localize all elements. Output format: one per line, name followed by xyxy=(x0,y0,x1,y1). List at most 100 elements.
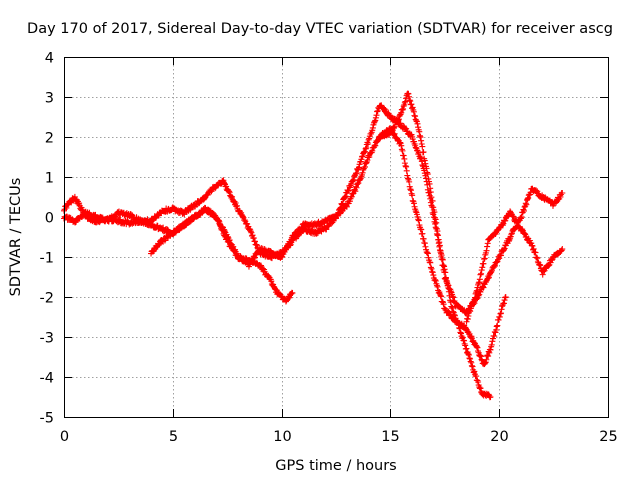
data-point xyxy=(467,355,474,362)
x-tick-label: 10 xyxy=(273,429,291,445)
data-point xyxy=(79,206,86,213)
data-point xyxy=(499,221,506,228)
data-point xyxy=(241,217,248,224)
data-point xyxy=(428,194,435,201)
data-point xyxy=(430,272,437,279)
data-point xyxy=(468,362,475,369)
data-point xyxy=(391,131,398,138)
data-point xyxy=(477,385,484,392)
data-point xyxy=(424,171,431,178)
data-point xyxy=(400,152,407,159)
data-point xyxy=(522,200,529,207)
x-axis-label: GPS time / hours xyxy=(275,458,396,474)
data-point xyxy=(420,149,427,156)
data-point xyxy=(467,358,474,365)
data-point xyxy=(323,226,330,233)
data-point xyxy=(343,203,350,210)
data-point xyxy=(466,355,473,362)
x-tick-labels: 0 5 10 15 20 25 xyxy=(60,429,618,445)
data-point xyxy=(359,153,366,160)
data-point xyxy=(486,349,493,356)
data-point xyxy=(459,334,466,341)
data-point xyxy=(434,228,441,235)
data-point xyxy=(232,199,239,206)
data-point xyxy=(476,279,483,286)
data-point xyxy=(286,294,293,301)
data-point xyxy=(441,263,448,270)
chart-title: Day 170 of 2017, Sidereal Day-to-day VTE… xyxy=(27,21,613,37)
data-point xyxy=(395,116,402,123)
y-tick-labels: -5 -4 -3 -2 -1 0 1 2 3 4 xyxy=(40,51,54,427)
data-point xyxy=(502,217,509,224)
data-point xyxy=(483,356,490,363)
data-point xyxy=(401,99,408,106)
data-point xyxy=(273,287,280,294)
data-point xyxy=(474,344,481,351)
data-point xyxy=(355,180,362,187)
data-point xyxy=(369,147,376,154)
data-point xyxy=(449,304,456,311)
data-point xyxy=(439,298,446,305)
y-tick-label: -2 xyxy=(40,291,54,307)
data-point xyxy=(427,189,434,196)
data-point xyxy=(475,379,482,386)
data-point xyxy=(407,186,414,193)
data-point xyxy=(411,112,418,119)
data-point xyxy=(372,114,379,121)
data-point xyxy=(473,373,480,380)
data-point xyxy=(537,262,544,269)
data-point xyxy=(231,198,238,205)
data-point xyxy=(417,134,424,141)
data-point xyxy=(558,247,565,254)
data-point xyxy=(221,232,228,239)
data-point xyxy=(225,237,232,244)
data-point xyxy=(487,394,494,400)
data-point xyxy=(399,147,406,154)
data-point xyxy=(463,318,470,325)
data-point xyxy=(349,177,356,184)
data-point xyxy=(182,222,189,229)
data-point xyxy=(373,112,380,119)
data-point xyxy=(164,226,171,233)
data-point xyxy=(353,184,360,191)
data-point xyxy=(391,130,398,137)
data-point xyxy=(226,189,233,196)
data-point xyxy=(475,280,482,287)
data-point xyxy=(463,345,470,352)
data-point xyxy=(226,188,233,195)
data-point xyxy=(480,284,487,291)
data-point xyxy=(479,264,486,271)
data-point xyxy=(496,255,503,262)
data-point xyxy=(473,343,480,350)
data-point xyxy=(446,292,453,299)
data-point xyxy=(427,259,434,266)
y-tick-label: 2 xyxy=(45,131,54,147)
data-point xyxy=(346,198,353,205)
data-point xyxy=(481,256,488,263)
data-points xyxy=(61,90,566,401)
data-point xyxy=(229,193,236,200)
data-point xyxy=(541,267,548,274)
data-point xyxy=(386,112,393,119)
y-tick-label: 0 xyxy=(45,211,54,227)
data-point xyxy=(419,230,426,237)
data-point xyxy=(252,254,259,261)
data-point xyxy=(432,276,439,283)
data-point xyxy=(435,232,442,239)
data-point xyxy=(408,101,415,108)
data-point xyxy=(412,113,419,120)
data-point xyxy=(339,201,346,208)
x-tick-label: 20 xyxy=(490,429,508,445)
data-point xyxy=(491,262,498,269)
data-point xyxy=(404,172,411,179)
data-point xyxy=(505,238,512,245)
data-point xyxy=(524,195,531,202)
data-point xyxy=(442,274,449,281)
data-point xyxy=(520,206,527,213)
data-point xyxy=(350,176,357,183)
data-point xyxy=(355,165,362,172)
data-point xyxy=(491,333,498,340)
data-point xyxy=(354,181,361,188)
data-point xyxy=(425,175,432,182)
data-point xyxy=(494,256,501,263)
